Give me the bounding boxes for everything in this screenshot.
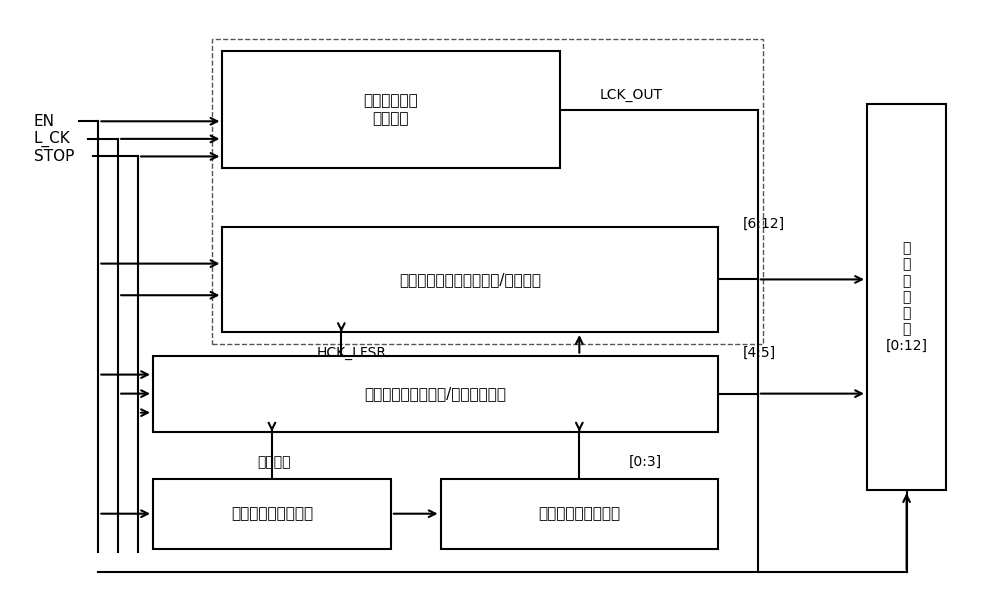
Text: 串
行
数
据
输
出
[0:12]: 串 行 数 据 输 出 [0:12]	[886, 241, 928, 353]
Text: 低段位锁存传输电路: 低段位锁存传输电路	[538, 506, 620, 521]
Bar	[153, 479, 391, 549]
Text: [6:12]: [6:12]	[743, 217, 785, 231]
Text: LCK_OUT: LCK_OUT	[599, 88, 662, 102]
Text: L_CK: L_CK	[34, 131, 71, 147]
Bar	[441, 479, 718, 549]
Text: [0:3]: [0:3]	[629, 455, 662, 469]
Text: 信号提取: 信号提取	[257, 455, 291, 469]
Text: [4:5]: [4:5]	[743, 346, 776, 359]
Text: HCK_LFSR: HCK_LFSR	[317, 346, 387, 359]
Bar	[222, 227, 718, 332]
Text: STOP: STOP	[34, 149, 74, 164]
Text: 中段位异步减法计数/锁存传输电路: 中段位异步减法计数/锁存传输电路	[365, 386, 507, 401]
Bar	[867, 104, 946, 490]
Text: EN: EN	[34, 114, 55, 129]
Text: 高段位线性反馈移位计数/传输电路: 高段位线性反馈移位计数/传输电路	[399, 272, 541, 287]
Bar	[153, 356, 718, 432]
Bar	[222, 51, 560, 168]
Bar	[212, 39, 763, 344]
Text: 压控延迟线环振电路: 压控延迟线环振电路	[231, 506, 313, 521]
Text: 低频时钟输出
控制电路: 低频时钟输出 控制电路	[364, 93, 418, 126]
